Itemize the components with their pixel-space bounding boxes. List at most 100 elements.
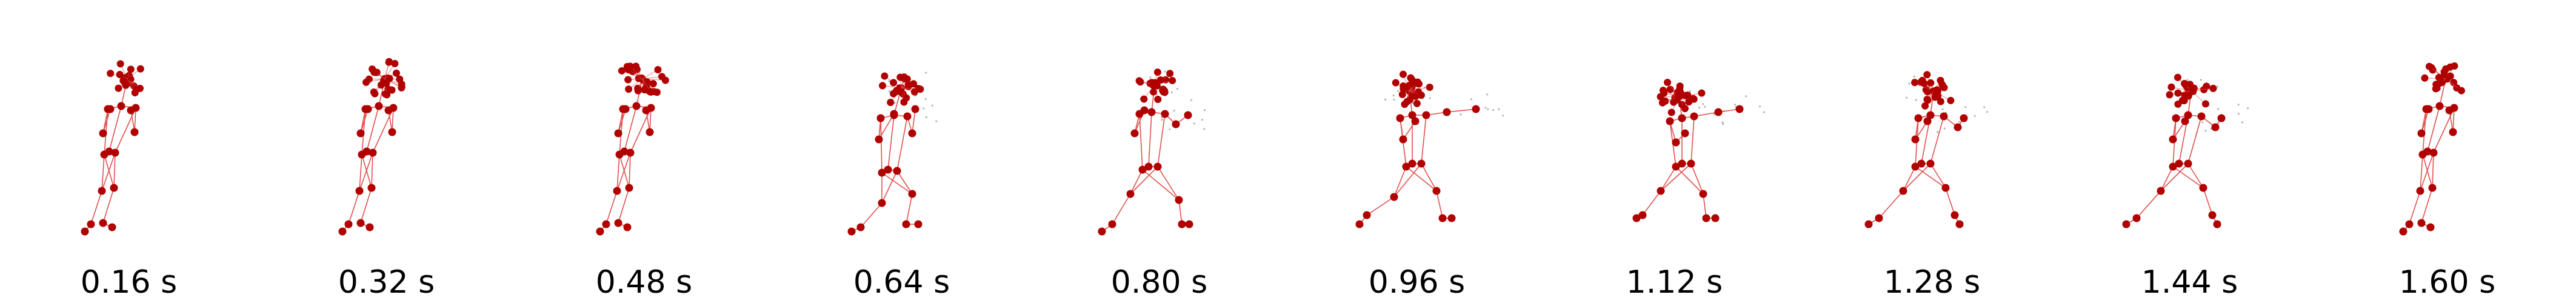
- bone-rh-lk: [2172, 166, 2204, 188]
- frame-5: 0.80 s: [1030, 0, 1288, 303]
- joint-rs: [1666, 117, 1674, 125]
- frame-6: 0.96 s: [1288, 0, 1546, 303]
- joint-le: [388, 128, 396, 136]
- joint-ls: [1690, 112, 1698, 121]
- head-landmark: [136, 84, 144, 92]
- joint-lt: [1185, 220, 1193, 228]
- bone-le-lw: [1446, 108, 1477, 113]
- joint-lk: [1175, 196, 1183, 204]
- bone-lh-rk: [359, 152, 373, 191]
- joint-rw: [364, 105, 372, 113]
- head-landmark: [398, 84, 405, 92]
- joint-lw: [2445, 106, 2454, 115]
- bone-lh-lk: [2432, 152, 2434, 188]
- joint-pel: [1144, 162, 1153, 171]
- head-landmark: [2166, 91, 2174, 99]
- head-landmark: [618, 67, 626, 75]
- head-landmark: [2189, 87, 2197, 95]
- head-landmark: [2450, 79, 2458, 87]
- head-landmark: [1922, 86, 1930, 94]
- bone-lh-lk: [896, 170, 913, 195]
- joint-neck: [1926, 111, 1935, 119]
- ghost-point: [1974, 115, 1976, 117]
- joint-lw: [1960, 114, 1968, 122]
- head-landmark: [2167, 83, 2175, 91]
- ghost-point: [1943, 127, 1946, 130]
- joint-ra: [1363, 211, 1371, 219]
- joint-rk: [1657, 187, 1665, 195]
- bone-lh-rk: [1903, 163, 1931, 191]
- frame-10: 1.60 s: [2318, 0, 2576, 303]
- ghost-point: [1160, 116, 1163, 119]
- ghost-point: [2217, 85, 2219, 88]
- joint-rk: [1899, 187, 1907, 195]
- skeleton-4: [847, 72, 938, 236]
- bone-rh-rk: [2160, 166, 2174, 191]
- head-landmark: [107, 70, 115, 78]
- joint-lt: [914, 220, 923, 228]
- ghost-point: [1164, 70, 1166, 73]
- joint-rk: [1126, 190, 1135, 198]
- bone-rh-rk: [1660, 166, 1677, 191]
- joint-le: [130, 128, 139, 136]
- ghost-point: [1384, 98, 1387, 101]
- joint-neck: [1678, 114, 1686, 122]
- joint-rt: [1864, 220, 1873, 228]
- head-landmark: [2180, 97, 2188, 105]
- bone-lk-la: [360, 187, 372, 224]
- head-landmark: [1153, 68, 1161, 76]
- bone-lh-lk: [2187, 163, 2204, 188]
- joint-rs: [2172, 114, 2180, 122]
- joint-rw: [621, 105, 630, 113]
- joint-neck: [1147, 108, 1156, 116]
- joint-le: [908, 129, 916, 138]
- head-landmark: [916, 85, 924, 93]
- ghost-point: [2200, 79, 2202, 81]
- joint-rk: [613, 187, 621, 195]
- joint-lw: [2217, 114, 2226, 122]
- head-landmark: [1924, 96, 1932, 104]
- ghost-point: [1698, 106, 1701, 109]
- bone-lh-rk: [2420, 152, 2434, 191]
- joint-ra: [856, 223, 865, 231]
- head-landmark: [1940, 84, 1948, 92]
- bone-rh-lk: [1675, 166, 1704, 195]
- frame-time-label: 0.32 s: [338, 264, 435, 301]
- joint-neck: [632, 102, 641, 110]
- frame-8: 1.28 s: [1803, 0, 2061, 303]
- bone-neck-pel: [887, 115, 895, 170]
- ghost-point: [1460, 113, 1462, 116]
- ghost-point: [924, 98, 927, 100]
- head-landmark: [2435, 73, 2443, 81]
- joint-neck: [117, 102, 125, 110]
- head-landmark: [1937, 76, 1944, 84]
- head-landmark: [653, 88, 661, 96]
- head-landmark: [1659, 87, 1667, 95]
- joint-lk: [1941, 184, 1950, 192]
- head-landmark: [1392, 79, 1400, 87]
- joint-la: [902, 220, 910, 228]
- bone-ls-lh: [630, 107, 652, 153]
- ghost-point: [1704, 105, 1706, 108]
- head-landmark: [1149, 81, 1157, 89]
- head-landmark: [1674, 92, 1682, 99]
- bone-lk-la: [2421, 187, 2433, 224]
- bone-lk-la: [102, 187, 115, 224]
- ghost-point: [1487, 108, 1489, 110]
- joint-pel: [1917, 159, 1926, 168]
- joint-rt: [596, 227, 604, 236]
- bone-lk-la: [1436, 190, 1443, 219]
- ghost-point: [1983, 106, 1986, 108]
- head-landmark: [904, 81, 912, 89]
- joint-ra: [2405, 220, 2414, 228]
- head-landmark: [2457, 87, 2465, 95]
- head-landmark: [635, 75, 642, 82]
- joint-rw: [106, 105, 115, 113]
- bone-le-lw: [912, 108, 916, 134]
- head-landmark: [1426, 84, 1433, 92]
- joint-rh: [1672, 162, 1680, 171]
- joint-pel: [1678, 159, 1686, 168]
- bone-ls-lh: [1421, 115, 1427, 164]
- joint-ra: [344, 220, 353, 228]
- joint-re: [1911, 135, 1920, 144]
